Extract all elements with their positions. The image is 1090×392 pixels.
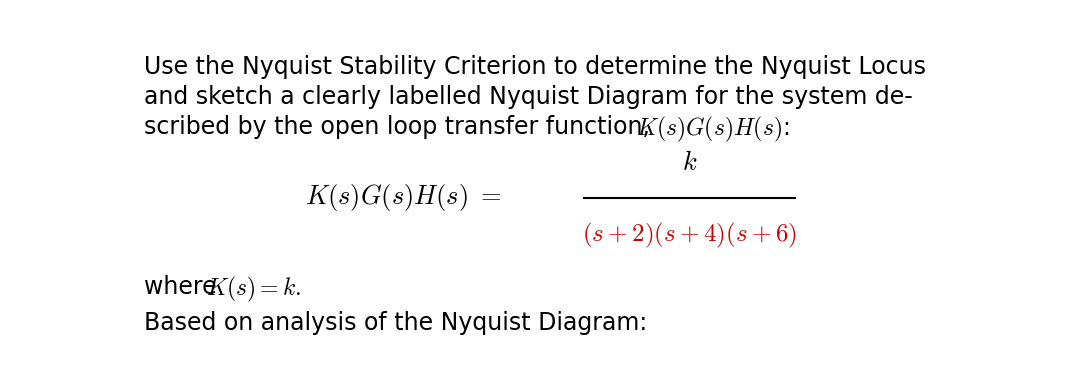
Text: where: where <box>144 275 223 299</box>
Text: Use the Nyquist Stability Criterion to determine the Nyquist Locus: Use the Nyquist Stability Criterion to d… <box>144 54 925 78</box>
Text: $K(s) = k.$: $K(s) = k.$ <box>206 275 301 304</box>
Text: Based on analysis of the Nyquist Diagram:: Based on analysis of the Nyquist Diagram… <box>144 311 647 335</box>
Text: $(s+2)(s+4)(s+6)$: $(s+2)(s+4)(s+6)$ <box>582 221 797 250</box>
Text: and sketch a clearly labelled Nyquist Diagram for the system de-: and sketch a clearly labelled Nyquist Di… <box>144 85 912 109</box>
Text: $K(s)G(s)H(s)$:: $K(s)G(s)H(s)$: <box>637 115 790 144</box>
Text: $k$: $k$ <box>682 150 698 176</box>
Text: scribed by the open loop transfer function,: scribed by the open loop transfer functi… <box>144 115 657 139</box>
Text: $K(s)G(s)H(s)\ =$: $K(s)G(s)H(s)\ =$ <box>305 182 502 214</box>
